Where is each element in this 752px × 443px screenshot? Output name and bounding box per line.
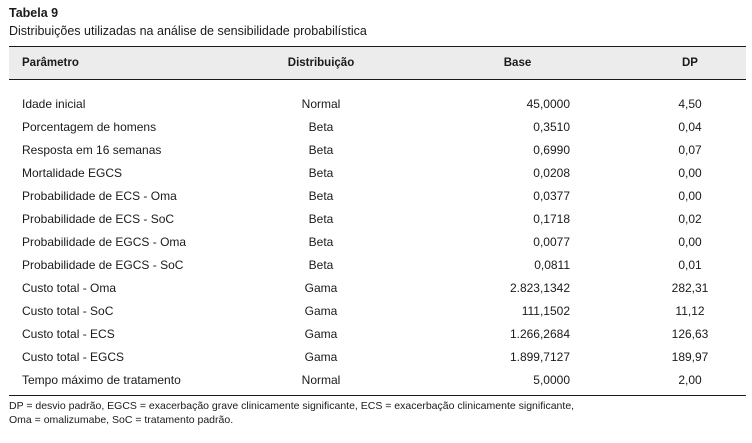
table-row: Custo total - Oma Gama 2.823,1342 282,31: [9, 277, 746, 300]
table-row: Tempo máximo de tratamento Normal 5,0000 2,…: [9, 369, 746, 395]
cell-dp: 0,04: [678, 120, 702, 134]
cell-parameter: Idade inicial: [22, 97, 86, 111]
cell-base: 0,0208: [533, 166, 570, 180]
cell-dp: 0,00: [678, 235, 702, 249]
column-header-base: Base: [401, 46, 634, 80]
cell-dp: 11,12: [675, 304, 705, 318]
cell-dp: 126,63: [671, 327, 709, 341]
cell-distribution: Beta: [308, 258, 334, 272]
cell-distribution: Beta: [308, 212, 334, 226]
table-row: Idade inicial Normal 45,0000 4,50: [9, 80, 746, 117]
cell-distribution: Gama: [304, 350, 338, 364]
cell-parameter: Probabilidade de ECS - SoC: [22, 212, 175, 226]
cell-base: 0,0377: [533, 189, 570, 203]
cell-base: 45,0000: [526, 97, 570, 111]
cell-base: 0,6990: [533, 143, 570, 157]
table-row: Resposta em 16 semanas Beta 0,6990 0,07: [9, 139, 746, 162]
footnote-line-1: DP = desvio padrão, EGCS = exacerbação g…: [9, 400, 575, 412]
cell-dp: 4,50: [678, 97, 702, 111]
cell-parameter: Porcentagem de homens: [22, 120, 157, 134]
header-row: Parâmetro Distribuição Base DP: [9, 46, 746, 80]
table-row: Mortalidade EGCS Beta 0,0208 0,00: [9, 162, 746, 185]
table-number: Tabela 9: [9, 6, 59, 20]
column-header-distribution: Distribuição: [241, 46, 401, 80]
cell-dp: 0,02: [678, 212, 702, 226]
cell-base: 111,1502: [521, 304, 570, 318]
cell-distribution: Gama: [304, 281, 338, 295]
cell-base: 1.266,2684: [509, 327, 570, 341]
table-header: Parâmetro Distribuição Base DP: [9, 46, 746, 80]
cell-dp: 0,07: [678, 143, 702, 157]
cell-distribution: Beta: [308, 166, 334, 180]
cell-base: 0,3510: [533, 120, 570, 134]
table-row: Probabilidade de EGCS - Oma Beta 0,0077 0,0…: [9, 231, 746, 254]
table-bottom-rule: [9, 395, 746, 396]
cell-base: 0,0077: [533, 235, 570, 249]
table-row: Custo total - ECS Gama 1.266,2684 126,63: [9, 323, 746, 346]
table-row: Porcentagem de homens Beta 0,3510 0,04: [9, 116, 746, 139]
cell-parameter: Resposta em 16 semanas: [22, 143, 162, 157]
cell-base: 5,0000: [533, 373, 570, 387]
table-row: Probabilidade de ECS - Oma Beta 0,0377 0,00: [9, 185, 746, 208]
cell-distribution: Normal: [301, 373, 341, 387]
cell-dp: 189,97: [671, 350, 709, 364]
cell-distribution: Beta: [308, 143, 334, 157]
cell-parameter: Mortalidade EGCS: [22, 166, 123, 180]
cell-parameter: Custo total - SoC: [22, 304, 114, 318]
cell-distribution: Beta: [308, 120, 334, 134]
document-page: Tabela 9 Distribuições utilizadas na aná…: [9, 6, 746, 427]
cell-distribution: Gama: [304, 304, 338, 318]
distribution-table: Parâmetro Distribuição Base DP Idade ini…: [9, 46, 746, 395]
cell-base: 1.899,7127: [509, 350, 570, 364]
footnote-line-2: Oma = omalizumabe, SoC = tratamento padr…: [9, 414, 234, 426]
table-row: Custo total - EGCS Gama 1.899,7127 189,97: [9, 346, 746, 369]
cell-parameter: Probabilidade de ECS - Oma: [22, 189, 177, 203]
cell-distribution: Normal: [301, 97, 341, 111]
column-header-dp: DP: [634, 46, 746, 80]
cell-dp: 2,00: [678, 373, 702, 387]
cell-dp: 0,01: [678, 258, 702, 272]
cell-dp: 282,31: [671, 281, 709, 295]
cell-parameter: Probabilidade de EGCS - Oma: [22, 235, 187, 249]
cell-distribution: Beta: [308, 189, 334, 203]
cell-dp: 0,00: [678, 166, 702, 180]
table-row: Custo total - SoC Gama 111,1502 11,12: [9, 300, 746, 323]
table-body: Idade inicial Normal 45,0000 4,50 Porcentage…: [9, 80, 746, 396]
cell-parameter: Custo total - EGCS: [22, 350, 125, 364]
table-title: Distribuições utilizadas na análise de s…: [9, 24, 367, 38]
table-row: Probabilidade de ECS - SoC Beta 0,1718 0,02: [9, 208, 746, 231]
cell-base: 0,1718: [533, 212, 570, 226]
cell-parameter: Custo total - Oma: [22, 281, 117, 295]
cell-base: 0,0811: [534, 258, 570, 272]
column-header-parameter: Parâmetro: [9, 46, 241, 80]
cell-parameter: Custo total - ECS: [22, 327, 115, 341]
table-row: Probabilidade de EGCS - SoC Beta 0,0811 0,0…: [9, 254, 746, 277]
cell-dp: 0,00: [678, 189, 702, 203]
cell-distribution: Beta: [308, 235, 334, 249]
cell-parameter: Tempo máximo de tratamento: [22, 373, 181, 387]
cell-parameter: Probabilidade de EGCS - SoC: [22, 258, 184, 272]
cell-distribution: Gama: [304, 327, 338, 341]
cell-base: 2.823,1342: [509, 281, 570, 295]
